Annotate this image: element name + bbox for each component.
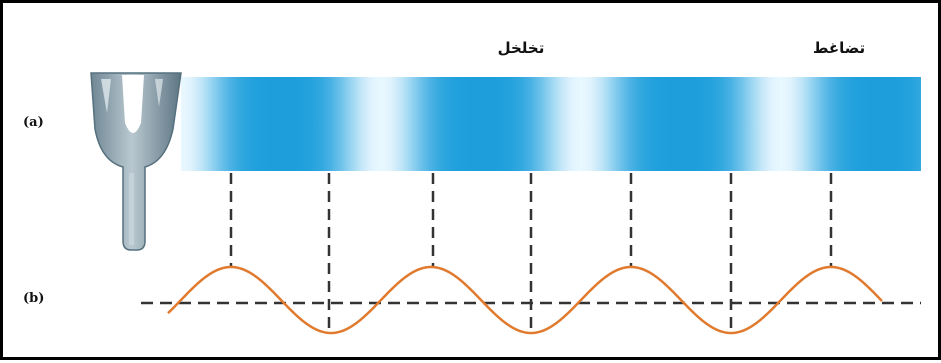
rarefaction-label: تخلخل bbox=[497, 39, 545, 57]
part-b-label: (b) bbox=[23, 291, 45, 306]
compression-label: تضاغط bbox=[812, 39, 866, 57]
air-pressure-band bbox=[181, 77, 921, 171]
sound-wave-diagram bbox=[90, 72, 921, 335]
sine-wave bbox=[167, 265, 883, 335]
guide-lines bbox=[229, 173, 833, 333]
tuning-fork-icon bbox=[90, 72, 182, 251]
part-a-label: (a) bbox=[23, 115, 44, 130]
